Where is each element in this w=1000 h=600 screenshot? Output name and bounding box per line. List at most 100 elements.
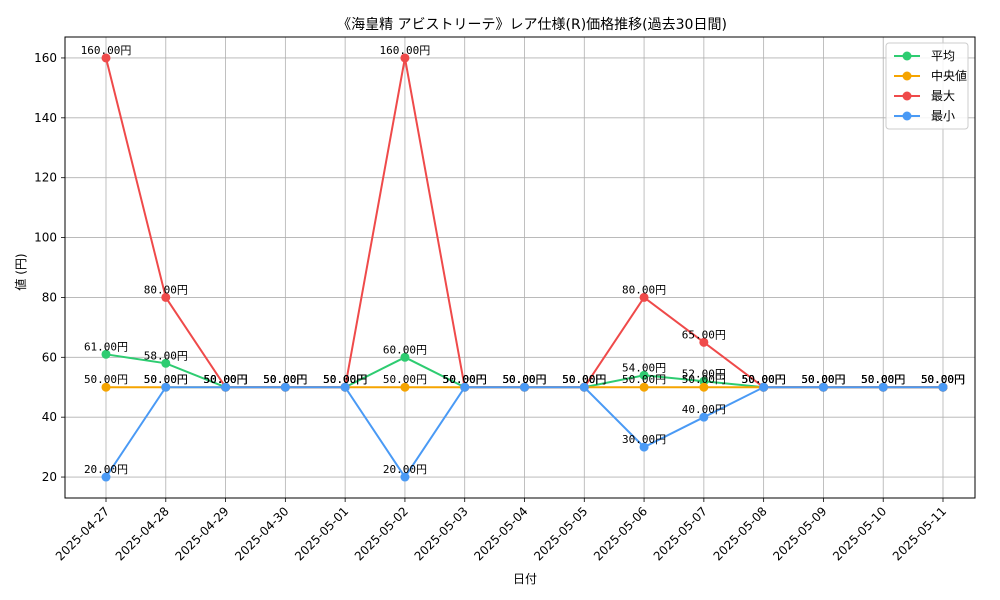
data-point <box>520 382 529 392</box>
data-point <box>161 292 171 302</box>
data-point <box>101 349 111 359</box>
data-label: 50.00円 <box>204 373 248 386</box>
data-label: 50.00円 <box>562 373 606 386</box>
legend-swatch-marker <box>902 111 912 121</box>
legend-swatch-marker <box>902 71 912 81</box>
data-label: 160.00円 <box>81 44 132 57</box>
data-label: 20.00円 <box>84 463 128 476</box>
legend-swatch-marker <box>902 51 912 61</box>
data-label: 50.00円 <box>801 373 845 386</box>
data-label: 50.00円 <box>861 373 905 386</box>
data-label: 50.00円 <box>921 373 965 386</box>
legend-label: 平均 <box>931 49 955 63</box>
data-point <box>699 412 709 422</box>
x-axis-title: 日付 <box>513 572 537 586</box>
data-point <box>639 382 649 392</box>
data-point <box>818 382 828 392</box>
data-label: 40.00円 <box>682 403 726 416</box>
y-axis-title: 値 (円) <box>13 253 28 290</box>
data-label: 52.00円 <box>682 367 726 380</box>
data-point <box>639 370 649 380</box>
data-label: 50.00円 <box>562 373 606 386</box>
y-tick-label: 20 <box>42 470 57 484</box>
data-label: 50.00円 <box>801 373 845 386</box>
data-label: 60.00円 <box>383 343 427 356</box>
data-label: 50.00円 <box>682 373 726 386</box>
data-label: 80.00円 <box>144 283 188 296</box>
data-label: 50.00円 <box>263 373 307 386</box>
data-label: 50.00円 <box>443 373 487 386</box>
data-label: 50.00円 <box>502 373 546 386</box>
data-label: 50.00円 <box>443 373 487 386</box>
data-label: 50.00円 <box>742 373 786 386</box>
data-point <box>340 382 350 392</box>
data-labels: 61.00円 58.00円 50.00円 50.00円 50.00円 60.00円 50.0… <box>81 44 965 476</box>
series-lines <box>101 53 948 482</box>
data-point <box>400 472 410 482</box>
data-label: 50.00円 <box>562 373 606 386</box>
data-label: 80.00円 <box>622 283 666 296</box>
data-label: 50.00円 <box>861 373 905 386</box>
data-label: 50.00円 <box>502 373 546 386</box>
data-label: 50.00円 <box>84 373 128 386</box>
data-point <box>101 53 111 63</box>
data-label: 50.00円 <box>921 373 965 386</box>
y-tick-label: 100 <box>34 231 57 245</box>
y-tick-label: 60 <box>42 350 57 364</box>
data-label: 65.00円 <box>682 328 726 341</box>
data-label: 50.00円 <box>144 373 188 386</box>
data-point <box>161 358 171 368</box>
data-label: 50.00円 <box>204 373 248 386</box>
data-label: 50.00円 <box>323 373 367 386</box>
data-label: 54.00円 <box>622 361 666 374</box>
data-label: 50.00円 <box>383 373 427 386</box>
data-point <box>221 382 231 392</box>
y-tick-label: 140 <box>34 111 57 125</box>
y-tick-label: 120 <box>34 171 57 185</box>
data-point <box>878 382 888 392</box>
data-point <box>759 382 769 392</box>
data-point <box>460 382 470 392</box>
data-label: 50.00円 <box>921 373 965 386</box>
data-point <box>639 292 649 302</box>
data-label: 50.00円 <box>502 373 546 386</box>
data-label: 160.00円 <box>380 44 431 57</box>
data-point <box>400 53 410 63</box>
data-label: 50.00円 <box>742 373 786 386</box>
data-label: 50.00円 <box>263 373 307 386</box>
data-label: 61.00円 <box>84 340 128 353</box>
data-label: 50.00円 <box>323 373 367 386</box>
legend-label: 最小 <box>931 109 955 123</box>
data-label: 50.00円 <box>562 373 606 386</box>
legend-box <box>885 42 969 130</box>
data-label: 50.00円 <box>263 373 307 386</box>
legend-swatch-marker <box>902 91 912 101</box>
data-point <box>699 382 709 392</box>
data-label: 50.00円 <box>204 373 248 386</box>
grid <box>65 37 975 498</box>
data-label: 50.00円 <box>443 373 487 386</box>
plot-frame <box>64 36 976 499</box>
data-label: 50.00円 <box>323 373 367 386</box>
data-point <box>101 472 111 482</box>
data-point <box>101 382 111 392</box>
chart-title: 《海皇精 アビストリーテ》レア仕様(R)価格推移(過去30日間) <box>337 17 727 33</box>
data-label: 58.00円 <box>144 349 188 362</box>
data-point <box>938 382 948 392</box>
data-point <box>639 442 649 452</box>
data-label: 50.00円 <box>204 373 248 386</box>
data-label: 50.00円 <box>443 373 487 386</box>
data-label: 50.00円 <box>801 373 845 386</box>
data-label: 30.00円 <box>622 433 666 446</box>
data-label: 50.00円 <box>921 373 965 386</box>
y-tick-label: 80 <box>42 290 57 304</box>
data-label: 50.00円 <box>323 373 367 386</box>
data-label: 50.00円 <box>502 373 546 386</box>
data-point <box>579 382 589 392</box>
data-point <box>280 382 290 392</box>
legend-label: 最大 <box>931 89 955 103</box>
